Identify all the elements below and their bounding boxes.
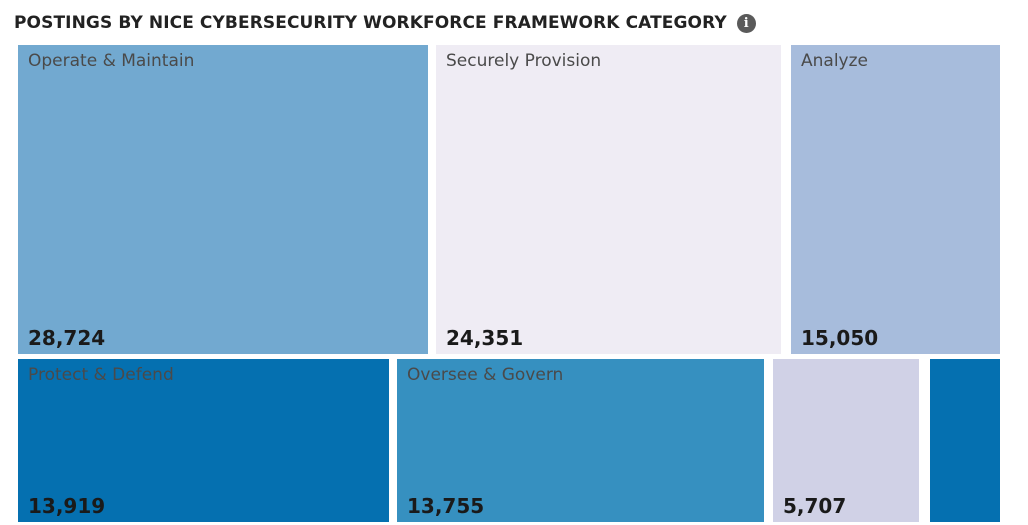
info-circle-icon[interactable]: i xyxy=(736,13,756,33)
treemap-tile[interactable]: 5,707 xyxy=(773,359,919,522)
chart-title: POSTINGS BY NICE CYBERSECURITY WORKFORCE… xyxy=(14,13,727,33)
tile-value: 24,351 xyxy=(446,326,524,350)
treemap-tile[interactable]: Oversee & Govern 13,755 xyxy=(397,359,764,522)
tile-label: Oversee & Govern xyxy=(407,365,564,385)
tile-value: 13,919 xyxy=(28,494,106,518)
tile-label: Securely Provision xyxy=(446,51,602,71)
tile-value: 28,724 xyxy=(28,326,106,350)
tile-value: 15,050 xyxy=(801,326,879,350)
tile-value: 13,755 xyxy=(407,494,485,518)
treemap-tile[interactable]: Operate & Maintain 28,724 xyxy=(18,45,428,354)
treemap-tile[interactable] xyxy=(930,359,1000,522)
treemap-tile[interactable]: Securely Provision 24,351 xyxy=(436,45,781,354)
treemap-tile[interactable]: Protect & Defend 13,919 xyxy=(18,359,389,522)
tile-label: Analyze xyxy=(801,51,868,71)
treemap-tile[interactable]: Analyze 15,050 xyxy=(791,45,1000,354)
chart-header: POSTINGS BY NICE CYBERSECURITY WORKFORCE… xyxy=(14,10,756,36)
tile-label: Operate & Maintain xyxy=(28,51,195,71)
tile-label: Protect & Defend xyxy=(28,365,174,385)
tile-value: 5,707 xyxy=(783,494,847,518)
